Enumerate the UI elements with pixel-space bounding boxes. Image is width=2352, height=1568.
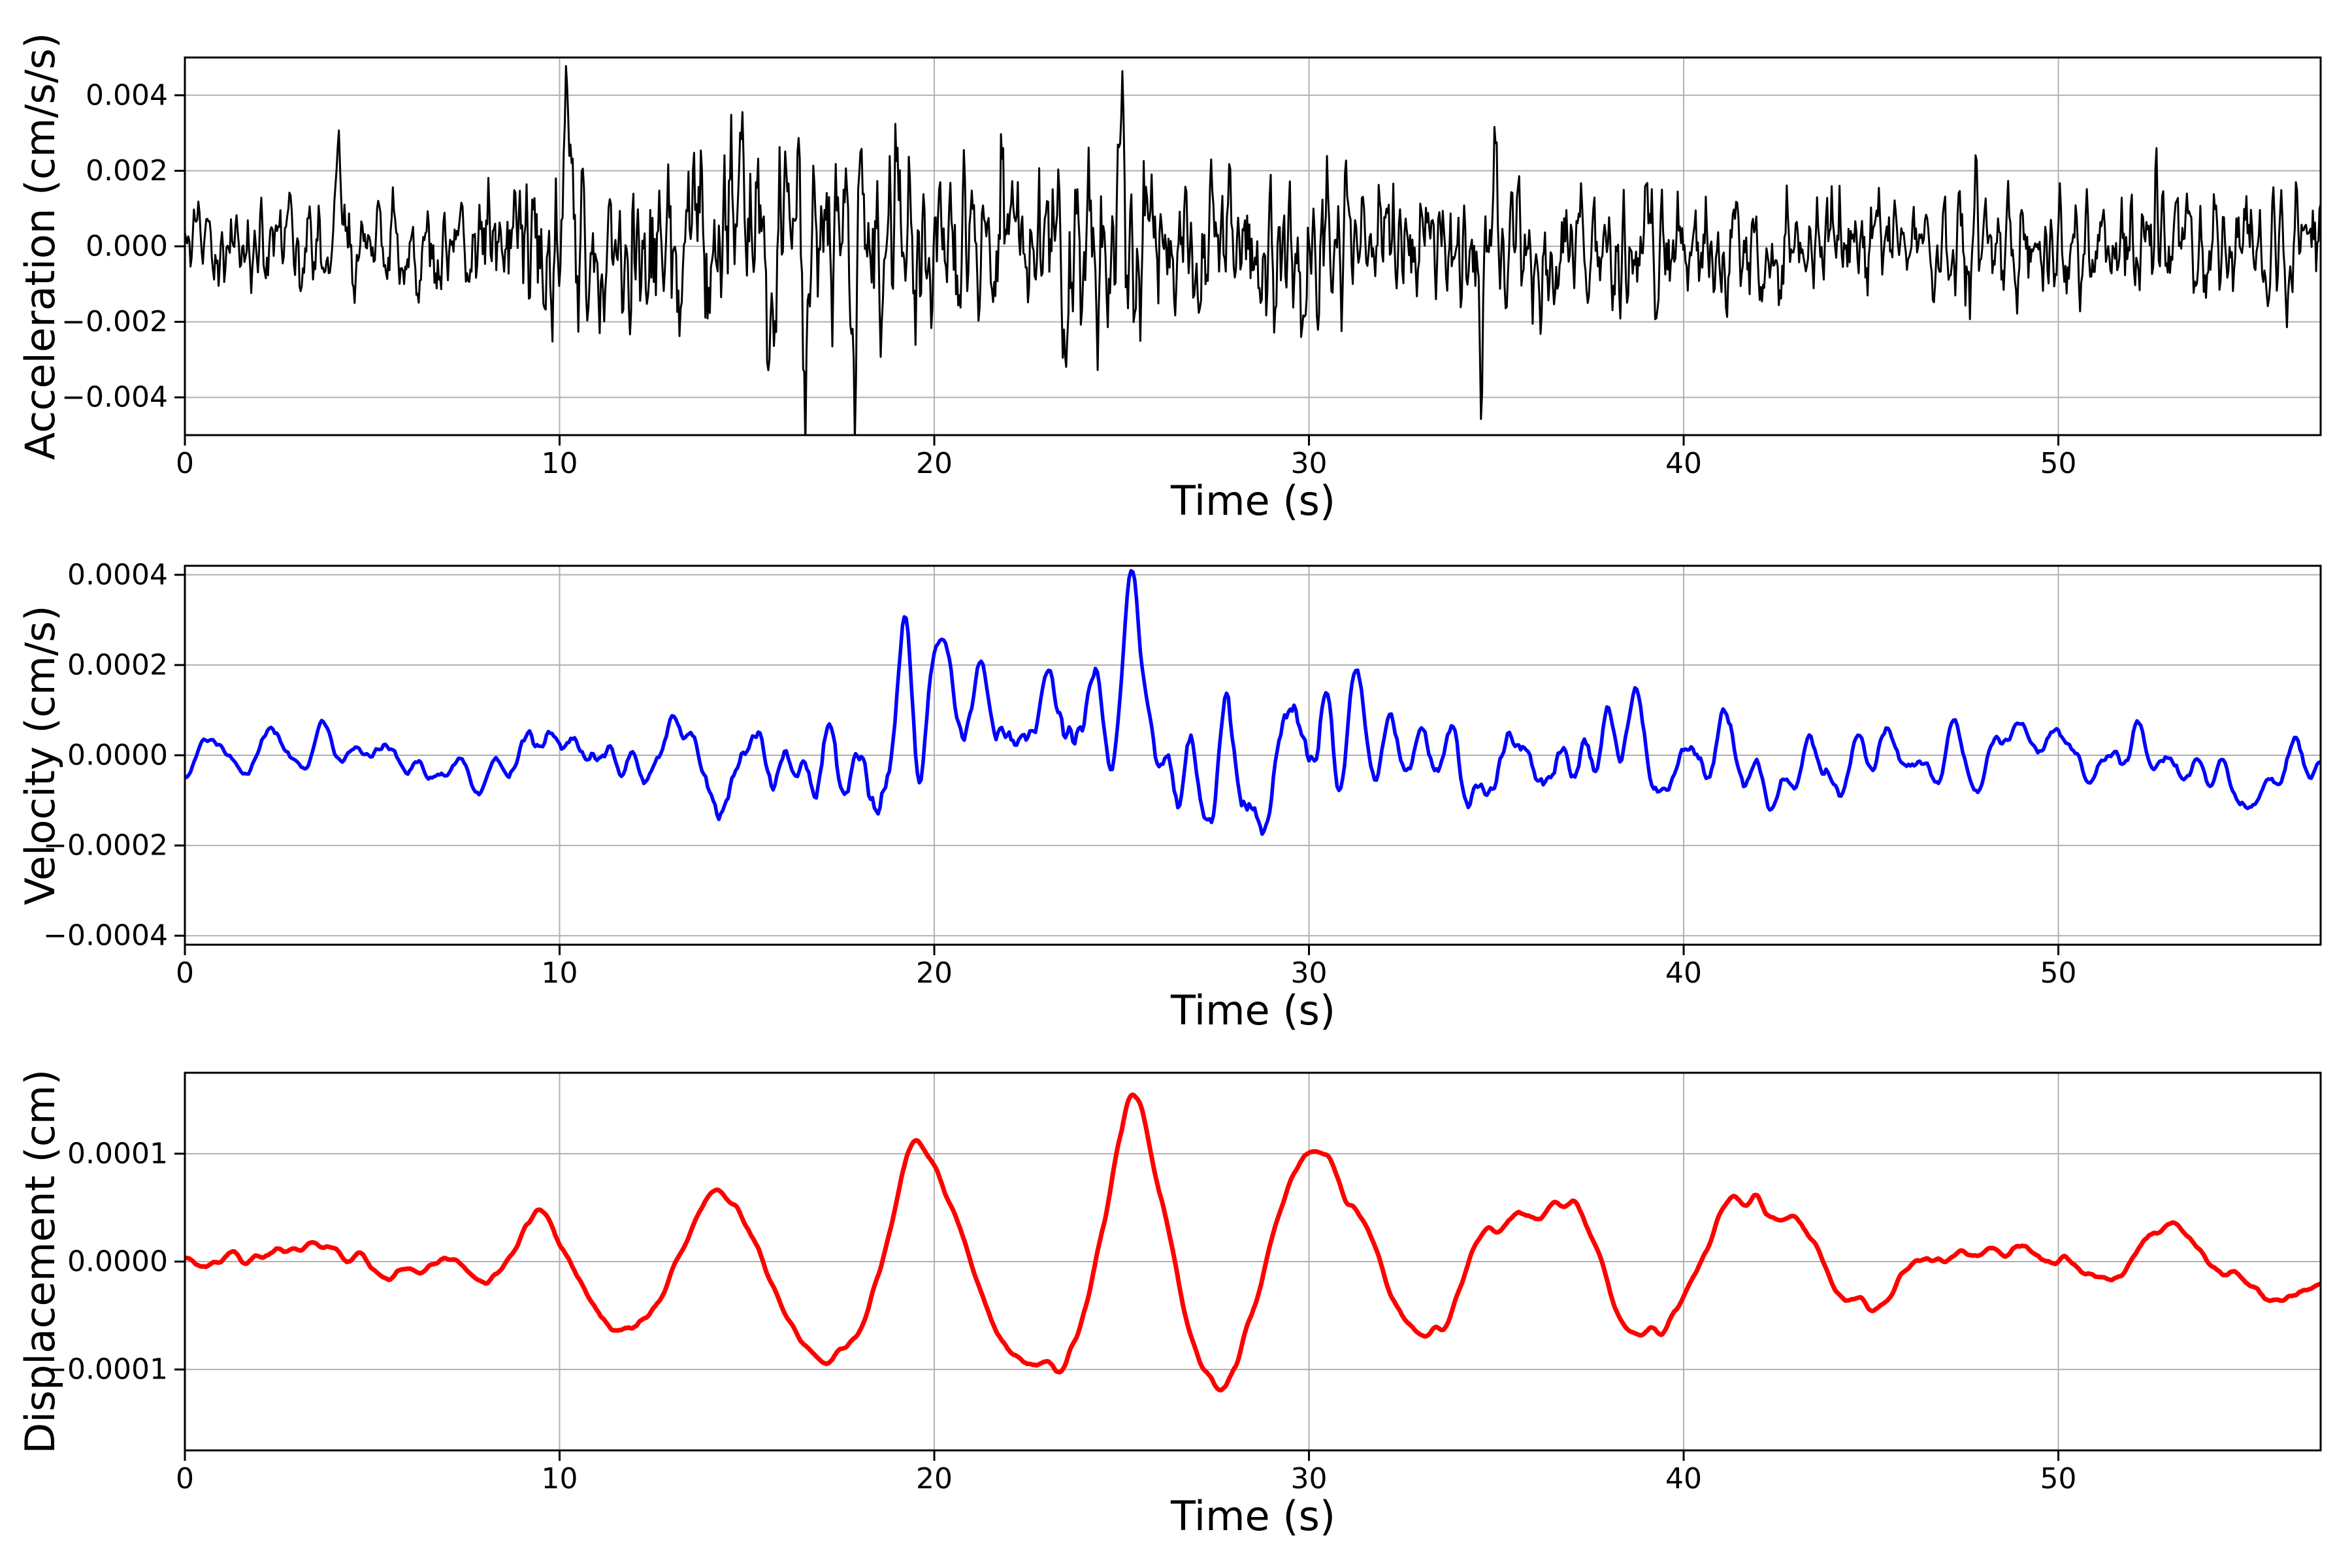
- ticks: 0 10 20 30 40 50 −0.0001 0.0000 0.0001: [43, 1137, 2076, 1495]
- y-tick-label: −0.0002: [43, 829, 168, 862]
- x-tick-label: 50: [2040, 956, 2077, 990]
- y-tick-label: −0.004: [61, 381, 168, 414]
- x-tick-label: 0: [176, 447, 194, 480]
- x-tick-label: 40: [1665, 447, 1702, 480]
- x-tick-label: 10: [542, 956, 578, 990]
- x-tick-label: 40: [1665, 1462, 1702, 1495]
- x-tick-label: 0: [176, 1462, 194, 1495]
- y-tick-label: −0.0004: [43, 919, 168, 953]
- y-tick-label: 0.0001: [67, 1137, 168, 1170]
- x-tick-label: 50: [2040, 1462, 2077, 1495]
- y-tick-label: 0.000: [86, 230, 168, 263]
- y-axis-label-velocity: Velocity (cm/s): [16, 605, 64, 906]
- y-tick-label: 0.002: [86, 154, 168, 188]
- x-tick-label: 40: [1665, 956, 1702, 990]
- x-tick-label: 10: [542, 447, 578, 480]
- y-tick-label: 0.0000: [67, 1245, 168, 1279]
- y-tick-label: −0.0001: [43, 1353, 168, 1386]
- ticks: 0 10 20 30 40 50 −0.0004 −0.0002 0.0000 0.0002 0.0…: [43, 558, 2076, 990]
- x-tick-label: 30: [1291, 447, 1328, 480]
- y-tick-label: 0.0000: [67, 739, 168, 772]
- y-axis-label-displacement: Displacement (cm): [16, 1069, 64, 1454]
- y-tick-label: 0.0002: [67, 648, 168, 681]
- x-axis-label-time-acceleration: Time (s): [1170, 477, 1336, 525]
- velocity-trace: [185, 568, 2321, 836]
- displacement-plot: 0 10 20 30 40 50 −0.0001 0.0000 0.0001: [43, 1071, 2322, 1495]
- x-tick-label: 30: [1291, 956, 1328, 990]
- displacement-trace: [185, 1092, 2321, 1393]
- x-tick-label: 10: [542, 1462, 578, 1495]
- x-tick-label: 30: [1291, 1462, 1328, 1495]
- y-axis-label-acceleration: Acceleration (cm/s/s): [16, 32, 64, 461]
- velocity-plot: 0 10 20 30 40 50 −0.0004 −0.0002 0.0000 0.0002 0.0…: [43, 558, 2322, 990]
- x-axis-label-time-velocity: Time (s): [1170, 987, 1336, 1034]
- acceleration-plot: 0 10 20 30 40 50 −0.004 −0.002 0.000 0.002 0.004: [61, 56, 2322, 480]
- x-tick-label: 50: [2040, 447, 2077, 480]
- x-tick-label: 20: [916, 447, 953, 480]
- y-tick-label: 0.004: [86, 78, 168, 112]
- x-tick-label: 0: [176, 956, 194, 990]
- x-axis-label-time-displacement: Time (s): [1170, 1492, 1336, 1540]
- x-tick-label: 20: [916, 1462, 953, 1495]
- y-tick-label: −0.002: [61, 305, 168, 338]
- y-tick-label: 0.0004: [67, 558, 168, 591]
- acceleration-trace: [185, 65, 2321, 435]
- x-tick-label: 20: [916, 956, 953, 990]
- ticks: 0 10 20 30 40 50 −0.004 −0.002 0.000 0.002 0.004: [61, 78, 2076, 480]
